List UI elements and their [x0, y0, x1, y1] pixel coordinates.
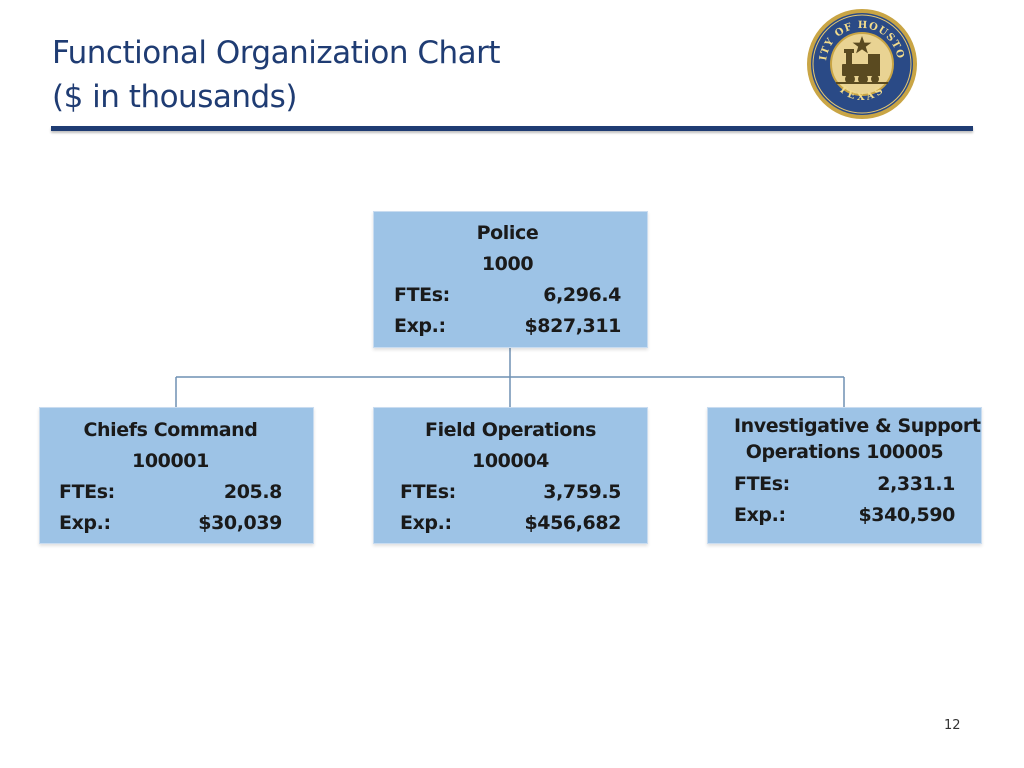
- org-box-header: Field Operations 100004: [400, 415, 621, 477]
- exp-value: $456,682: [524, 512, 621, 534]
- org-unit-name: Investigative & Support: [734, 415, 981, 437]
- exp-row: Exp.: $827,311: [394, 311, 621, 342]
- org-unit-name: Chiefs Command: [83, 419, 258, 441]
- exp-label: Exp.:: [394, 315, 446, 337]
- page-number: 12: [944, 718, 961, 733]
- org-box-header: Investigative & Support Operations 10000…: [734, 413, 981, 465]
- org-unit-code: 100001: [132, 450, 209, 472]
- ftes-label: FTEs:: [400, 481, 456, 503]
- org-unit-name: Police: [476, 222, 539, 244]
- exp-row: Exp.: $456,682: [400, 508, 621, 539]
- slide-title-line-2: ($ in thousands): [52, 79, 297, 115]
- slide-title: Functional Organization Chart ($ in thou…: [52, 31, 501, 119]
- ftes-label: FTEs:: [734, 473, 790, 495]
- slide-title-line-1: Functional Organization Chart: [52, 35, 501, 71]
- exp-value: $30,039: [198, 512, 282, 534]
- ftes-row: FTEs: 3,759.5: [400, 477, 621, 508]
- org-box-header: Police 1000: [394, 218, 621, 280]
- org-unit-name-code: Operations 100005: [745, 441, 944, 463]
- org-box-chiefs-command: Chiefs Command 100001 FTEs: 205.8 Exp.: …: [39, 407, 314, 544]
- ftes-value: 6,296.4: [543, 284, 621, 306]
- exp-label: Exp.:: [734, 504, 786, 526]
- exp-label: Exp.:: [59, 512, 111, 534]
- org-box-investigative-support: Investigative & Support Operations 10000…: [707, 407, 982, 544]
- seal-locomotive-icon: [836, 49, 888, 84]
- ftes-value: 2,331.1: [877, 473, 955, 495]
- seal-star-icon: [852, 36, 872, 54]
- ftes-row: FTEs: 205.8: [59, 477, 282, 508]
- ftes-value: 205.8: [223, 481, 283, 503]
- ftes-label: FTEs:: [59, 481, 115, 503]
- org-box-police: Police 1000 FTEs: 6,296.4 Exp.: $827,311: [373, 211, 648, 348]
- exp-label: Exp.:: [400, 512, 452, 534]
- city-of-houston-seal: CITY OF HOUSTON TEXAS: [806, 8, 917, 119]
- title-divider: [51, 126, 973, 131]
- ftes-value: 3,759.5: [543, 481, 621, 503]
- org-unit-name: Field Operations: [424, 419, 597, 441]
- org-box-field-operations: Field Operations 100004 FTEs: 3,759.5 Ex…: [373, 407, 648, 544]
- exp-value: $827,311: [524, 315, 621, 337]
- exp-row: Exp.: $340,590: [734, 500, 955, 531]
- exp-value: $340,590: [858, 504, 955, 526]
- org-box-header: Chiefs Command 100001: [59, 415, 282, 477]
- org-unit-code: 100004: [472, 450, 549, 472]
- org-unit-code: 1000: [481, 253, 534, 275]
- ftes-label: FTEs:: [394, 284, 450, 306]
- ftes-row: FTEs: 2,331.1: [734, 469, 955, 500]
- ftes-row: FTEs: 6,296.4: [394, 280, 621, 311]
- exp-row: Exp.: $30,039: [59, 508, 282, 539]
